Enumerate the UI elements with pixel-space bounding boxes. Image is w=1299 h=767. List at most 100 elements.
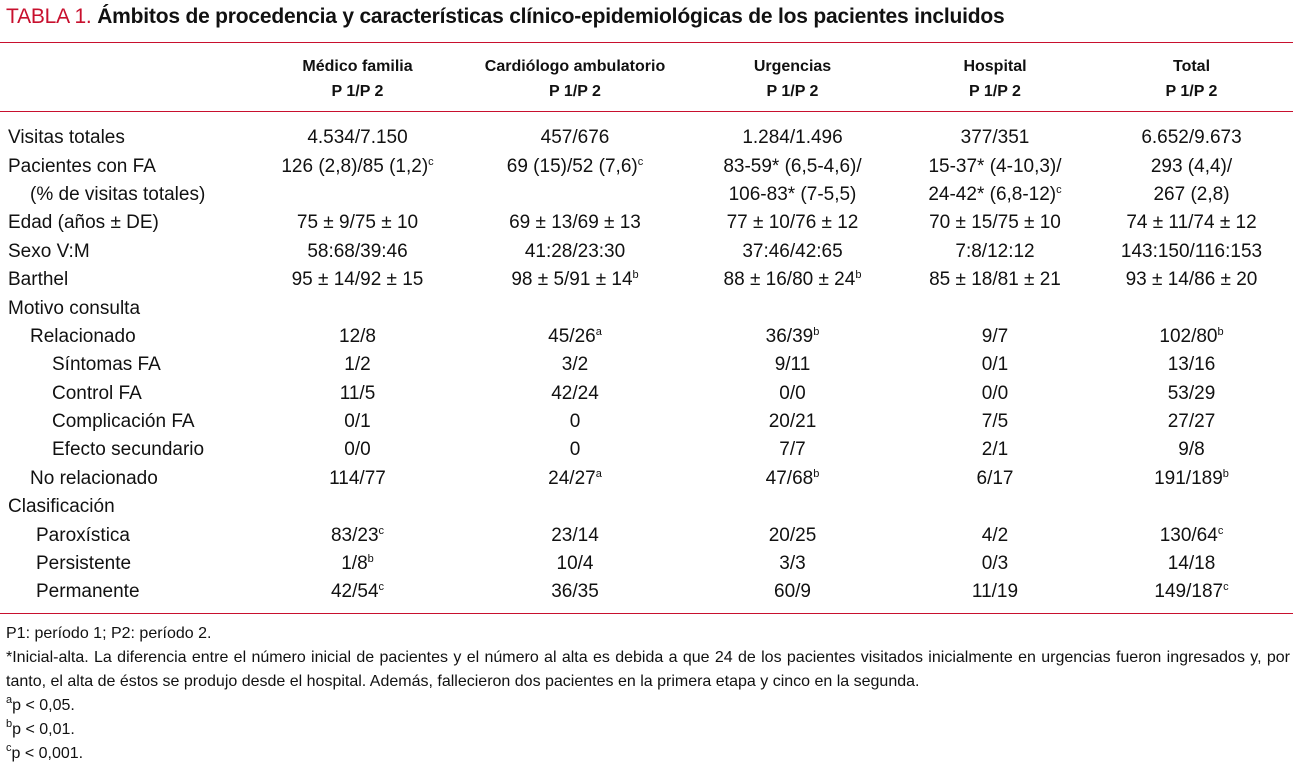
cell: 9/7	[981, 325, 1009, 347]
cell: 9/11	[774, 354, 811, 376]
row-label: Persistente	[36, 553, 132, 575]
cell: 53/29	[1167, 382, 1216, 404]
column-header: Médico familia	[302, 57, 413, 75]
column-subheader: P 1/P 2	[969, 82, 1021, 100]
cell: 13/16	[1167, 354, 1216, 376]
table-row: Clasificación	[0, 493, 1293, 521]
cell-superscript: b	[367, 553, 374, 566]
empty-cell	[465, 294, 685, 322]
row-label: Control FA	[52, 382, 142, 404]
table-row: Sexo V:M 58:68/39:46 41:28/23:30 37:46/42:6…	[0, 238, 1293, 266]
empty-cell	[685, 493, 900, 521]
empty-cell	[900, 294, 1090, 322]
cell-superscript: b	[1222, 467, 1229, 480]
cell: 75 ± 9/75 ± 10	[296, 212, 419, 234]
rule	[0, 613, 1293, 614]
footnote-text: p < 0,001.	[11, 745, 84, 762]
cell: 14/18	[1167, 553, 1216, 575]
title-text: Ámbitos de procedencia y características…	[97, 5, 1005, 28]
cell-text: 149/187	[1154, 581, 1224, 603]
table-row: Permanente 42/54c 36/35 60/9 11/19 149/187c	[0, 578, 1293, 606]
empty-cell	[250, 294, 465, 322]
row-label: Clasificación	[8, 496, 115, 518]
cell: 77 ± 10/76 ± 12	[726, 212, 859, 234]
cell-text: 88 ± 16/80 ± 24	[723, 269, 856, 291]
column-subheader: P 1/P 2	[331, 82, 384, 100]
cell: 95 ± 14/92 ± 15	[291, 269, 424, 291]
row-label: Sexo V:M	[8, 240, 90, 262]
cell-text: 36/39	[765, 325, 814, 347]
cell: 126 (2,8)/85 (1,2)c	[250, 152, 465, 180]
cell: 36/39b	[685, 323, 900, 351]
empty-cell	[1090, 493, 1293, 521]
footnote-marker: a	[6, 694, 13, 706]
cell-text: 191/189	[1154, 467, 1223, 489]
cell: 45/26a	[465, 323, 685, 351]
table-label: TABLA 1.	[6, 5, 92, 28]
table-row: (% de visitas totales) 106-83* (7-5,5) 24-…	[0, 181, 1293, 209]
cell-text: 24/27	[548, 467, 596, 489]
cell: 42/24	[551, 382, 599, 404]
cell-text: 47/68	[765, 467, 814, 489]
footnote: P1: período 1; P2: período 2.	[6, 625, 212, 642]
cell: 1/2	[344, 354, 371, 376]
empty-cell	[900, 493, 1090, 521]
table-row: Efecto secundario 0/0 0 7/7 2/1 9/8	[0, 436, 1293, 464]
cell: 83-59* (6,5-4,6)/	[723, 155, 862, 177]
cell: 0/3	[981, 553, 1009, 575]
cell: 7:8/12:12	[955, 240, 1035, 262]
cell: 1/8b	[250, 550, 465, 578]
cell: 106-83* (7-5,5)	[728, 183, 857, 205]
cell-superscript: b	[1217, 325, 1224, 338]
table-row: Síntomas FA 1/2 3/2 9/11 0/1 13/16	[0, 351, 1293, 379]
cell-superscript: b	[813, 467, 820, 480]
table-row: Visitas totales 4.534/7.150 457/676 1.284/1…	[0, 114, 1293, 152]
cell: 20/25	[768, 524, 817, 546]
empty-cell	[685, 294, 900, 322]
rule	[0, 42, 1293, 43]
table-row: Paroxística 83/23c 23/14 20/25 4/2 130/64c	[0, 521, 1293, 549]
column-header: Cardiólogo ambulatorio	[484, 57, 666, 75]
cell-text: 102/80	[1159, 325, 1218, 347]
cell-superscript: c	[428, 155, 434, 168]
footnote: ap < 0,05.	[6, 694, 1290, 718]
cell-superscript: c	[1223, 581, 1229, 594]
row-label: (% de visitas totales)	[30, 183, 206, 205]
row-label: Relacionado	[30, 325, 136, 347]
table: Médico familia Cardiólogo ambulatorio Urge…	[0, 48, 1293, 607]
cell: 10/4	[556, 553, 594, 575]
cell: 69 (15)/52 (7,6)c	[465, 152, 685, 180]
empty-cell	[465, 493, 685, 521]
cell: 88 ± 16/80 ± 24b	[685, 266, 900, 294]
cell-superscript: c	[378, 524, 385, 537]
cell: 70 ± 15/75 ± 10	[929, 212, 1061, 234]
table-row: Control FA 11/5 42/24 0/0 0/0 53/29	[0, 380, 1293, 408]
cell: 98 ± 5/91 ± 14b	[465, 266, 685, 294]
cell-superscript: b	[855, 269, 862, 282]
cell: 60/9	[774, 581, 811, 603]
cell-superscript: c	[1056, 183, 1062, 196]
cell: 0/0	[344, 439, 371, 461]
footnote: bp < 0,01.	[6, 718, 1290, 742]
footnote-marker: b	[6, 718, 13, 730]
cell: 47/68b	[685, 465, 900, 493]
cell: 69 ± 13/69 ± 13	[509, 212, 641, 234]
cell: 9/8	[1178, 439, 1205, 461]
cell: 4/2	[981, 524, 1009, 546]
cell-superscript: a	[595, 325, 602, 338]
cell: 4.534/7.150	[307, 127, 408, 149]
row-label: No relacionado	[30, 467, 158, 489]
rule	[0, 111, 1293, 112]
cell-text: 98 ± 5/91 ± 14	[511, 269, 633, 291]
footnote: cp < 0,001.	[6, 742, 1290, 766]
cell: 58:68/39:46	[307, 240, 408, 262]
cell: 7/7	[779, 439, 806, 461]
cell: 20/21	[768, 411, 817, 433]
row-label: Motivo consulta	[8, 297, 141, 319]
cell-text: 69 (15)/52 (7,6)	[506, 155, 638, 177]
cell-superscript: c	[1217, 524, 1224, 537]
table-row: Edad (años ± DE) 75 ± 9/75 ± 10 69 ± 13/69…	[0, 209, 1293, 237]
empty-cell	[250, 181, 465, 209]
cell: 6/17	[976, 467, 1014, 489]
